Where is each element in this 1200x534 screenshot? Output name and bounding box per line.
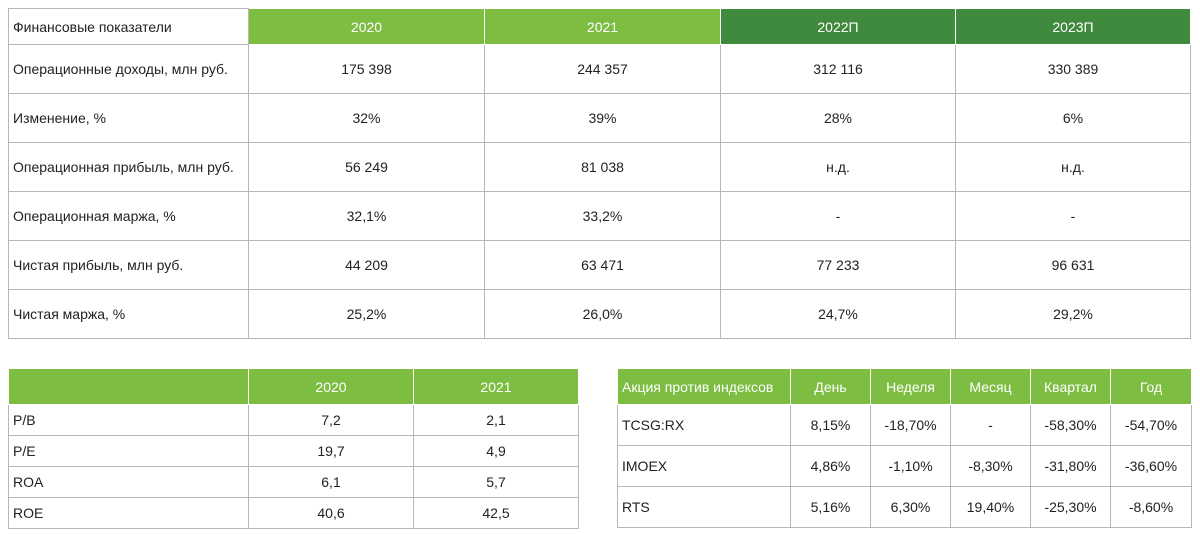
table-cell: 26,0% bbox=[484, 289, 721, 339]
row-label: Изменение, % bbox=[8, 93, 249, 143]
table-cell: -54,70% bbox=[1110, 404, 1192, 446]
row-label: P/B bbox=[8, 404, 249, 436]
forecast-year-header: 2022П bbox=[720, 8, 956, 45]
table-cell: -8,30% bbox=[950, 445, 1031, 487]
table-cell: - bbox=[955, 191, 1191, 241]
row-label: Чистая прибыль, млн руб. bbox=[8, 240, 249, 290]
table-cell: 33,2% bbox=[484, 191, 721, 241]
table-row: ROE 40,6 42,5 bbox=[8, 497, 579, 529]
period-header: День bbox=[790, 368, 871, 405]
table-cell: 32% bbox=[248, 93, 485, 143]
row-label: TCSG:RX bbox=[617, 404, 791, 446]
row-label: RTS bbox=[617, 486, 791, 528]
header-label bbox=[8, 368, 249, 405]
table-row: P/B 7,2 2,1 bbox=[8, 404, 579, 436]
table-row: ROA 6,1 5,7 bbox=[8, 466, 579, 498]
table-cell: 96 631 bbox=[955, 240, 1191, 290]
table-cell: 7,2 bbox=[248, 404, 414, 436]
table-cell: 4,9 bbox=[413, 435, 579, 467]
table-cell: -31,80% bbox=[1030, 445, 1111, 487]
period-header: Квартал bbox=[1030, 368, 1111, 405]
period-header: Неделя bbox=[870, 368, 951, 405]
table-cell: - bbox=[720, 191, 956, 241]
table-cell: 19,40% bbox=[950, 486, 1031, 528]
financial-indicators-table: Финансовые показатели 2020 2021 2022П 20… bbox=[8, 8, 1191, 339]
table-cell: -58,30% bbox=[1030, 404, 1111, 446]
table-row: RTS 5,16% 6,30% 19,40% -25,30% -8,60% bbox=[617, 486, 1192, 528]
table-cell: - bbox=[950, 404, 1031, 446]
table-row: TCSG:RX 8,15% -18,70% - -58,30% -54,70% bbox=[617, 404, 1192, 446]
table-cell: 312 116 bbox=[720, 44, 956, 94]
year-header: 2021 bbox=[484, 8, 721, 45]
row-label: Операционная прибыль, млн руб. bbox=[8, 142, 249, 192]
table-cell: 175 398 bbox=[248, 44, 485, 94]
table-cell: -18,70% bbox=[870, 404, 951, 446]
table-row: IMOEX 4,86% -1,10% -8,30% -31,80% -36,60… bbox=[617, 445, 1192, 487]
table-header-row: Акция против индексов День Неделя Месяц … bbox=[617, 368, 1192, 405]
period-header: Год bbox=[1110, 368, 1192, 405]
year-header: 2021 bbox=[413, 368, 579, 405]
table-cell: 4,86% bbox=[790, 445, 871, 487]
table-cell: 56 249 bbox=[248, 142, 485, 192]
table-row: Изменение, % 32% 39% 28% 6% bbox=[8, 93, 1191, 143]
year-header: 2020 bbox=[248, 368, 414, 405]
table-cell: -25,30% bbox=[1030, 486, 1111, 528]
table-row: Чистая маржа, % 25,2% 26,0% 24,7% 29,2% bbox=[8, 289, 1191, 339]
table-cell: 29,2% bbox=[955, 289, 1191, 339]
table-cell: 8,15% bbox=[790, 404, 871, 446]
table-cell: 77 233 bbox=[720, 240, 956, 290]
table-cell: н.д. bbox=[955, 142, 1191, 192]
stock-vs-indices-table: Акция против индексов День Неделя Месяц … bbox=[617, 368, 1192, 528]
forecast-year-header: 2023П bbox=[955, 8, 1191, 45]
table-row: Операционная маржа, % 32,1% 33,2% - - bbox=[8, 191, 1191, 241]
table-row: Операционная прибыль, млн руб. 56 249 81… bbox=[8, 142, 1191, 192]
table-cell: 6% bbox=[955, 93, 1191, 143]
valuation-ratios-table: 2020 2021 P/B 7,2 2,1 P/E 19,7 4,9 ROA 6… bbox=[8, 368, 579, 529]
table-header-row: 2020 2021 bbox=[8, 368, 579, 405]
table-cell: 39% bbox=[484, 93, 721, 143]
table-cell: -8,60% bbox=[1110, 486, 1192, 528]
table-cell: -36,60% bbox=[1110, 445, 1192, 487]
table-cell: 81 038 bbox=[484, 142, 721, 192]
table-cell: 5,16% bbox=[790, 486, 871, 528]
header-label: Акция против индексов bbox=[617, 368, 791, 405]
row-label: P/E bbox=[8, 435, 249, 467]
header-label: Финансовые показатели bbox=[8, 8, 249, 45]
row-label: ROE bbox=[8, 497, 249, 529]
row-label: Операционные доходы, млн руб. bbox=[8, 44, 249, 94]
table-row: Операционные доходы, млн руб. 175 398 24… bbox=[8, 44, 1191, 94]
table-cell: 19,7 bbox=[248, 435, 414, 467]
year-header: 2020 bbox=[248, 8, 485, 45]
row-label: ROA bbox=[8, 466, 249, 498]
table-cell: 44 209 bbox=[248, 240, 485, 290]
table-cell: 63 471 bbox=[484, 240, 721, 290]
table-cell: н.д. bbox=[720, 142, 956, 192]
table-cell: 40,6 bbox=[248, 497, 414, 529]
table-row: P/E 19,7 4,9 bbox=[8, 435, 579, 467]
table-row: Чистая прибыль, млн руб. 44 209 63 471 7… bbox=[8, 240, 1191, 290]
row-label: Операционная маржа, % bbox=[8, 191, 249, 241]
period-header: Месяц bbox=[950, 368, 1031, 405]
table-cell: 25,2% bbox=[248, 289, 485, 339]
table-cell: 330 389 bbox=[955, 44, 1191, 94]
table-cell: -1,10% bbox=[870, 445, 951, 487]
row-label: IMOEX bbox=[617, 445, 791, 487]
table-cell: 24,7% bbox=[720, 289, 956, 339]
table-cell: 2,1 bbox=[413, 404, 579, 436]
table-cell: 28% bbox=[720, 93, 956, 143]
table-header-row: Финансовые показатели 2020 2021 2022П 20… bbox=[8, 8, 1191, 45]
table-cell: 42,5 bbox=[413, 497, 579, 529]
table-cell: 244 357 bbox=[484, 44, 721, 94]
table-cell: 32,1% bbox=[248, 191, 485, 241]
table-cell: 6,30% bbox=[870, 486, 951, 528]
table-cell: 5,7 bbox=[413, 466, 579, 498]
table-cell: 6,1 bbox=[248, 466, 414, 498]
row-label: Чистая маржа, % bbox=[8, 289, 249, 339]
